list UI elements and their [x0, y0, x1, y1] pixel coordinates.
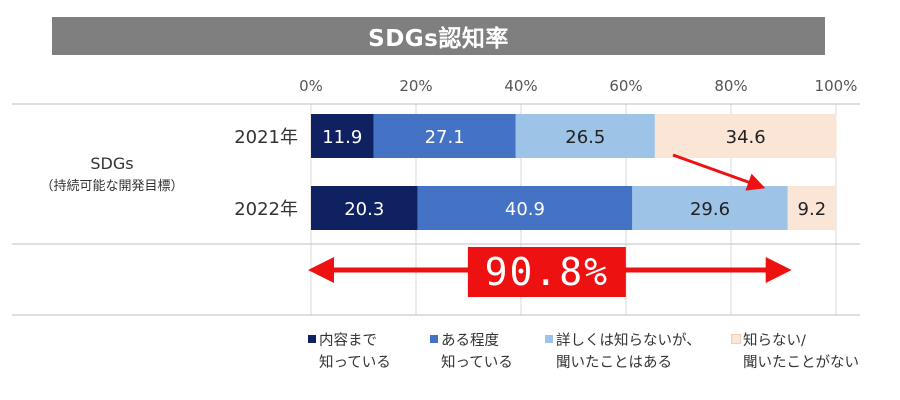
- legend-swatch: [308, 335, 316, 343]
- annotation-box: [467, 247, 626, 297]
- bar-segment: [654, 114, 837, 158]
- x-tick-label: 60%: [609, 77, 642, 95]
- range-arrow-right-head: [765, 257, 792, 283]
- legend-label: 詳しくは知らないが、 聞いたことはある: [556, 333, 701, 371]
- legend-item: ある程度 知っている: [430, 330, 513, 374]
- bar-segment: [373, 114, 516, 158]
- chart-title: SDGs認知率: [52, 17, 825, 55]
- x-tick-label: 100%: [815, 77, 858, 95]
- legend-swatch: [545, 335, 553, 343]
- data-label: 11.9: [322, 127, 362, 148]
- category-label: 2022年: [234, 199, 298, 220]
- legend-item: 内容まで 知っている: [308, 330, 391, 374]
- bar-segment: [632, 186, 788, 230]
- legend-label: 知らない/ 聞いたことがない: [743, 333, 859, 371]
- category-label: 2021年: [234, 127, 298, 148]
- data-label: 20.3: [344, 199, 384, 220]
- data-label: 34.6: [726, 127, 766, 148]
- data-label: 40.9: [505, 199, 545, 220]
- x-tick-label: 40%: [504, 77, 537, 95]
- legend: 内容まで 知っている ある程度 知っている 詳しくは知らないが、 聞いたことはある 知…: [308, 330, 898, 390]
- x-tick-label: 80%: [714, 77, 747, 95]
- bar-segment: [311, 186, 418, 230]
- bar-segment: [311, 114, 374, 158]
- legend-label: ある程度 知っている: [441, 333, 513, 371]
- data-label: 9.2: [798, 199, 827, 220]
- x-tick-label: 0%: [299, 77, 323, 95]
- annotation-value: 90.8%: [485, 250, 609, 294]
- group-label: SDGs: [90, 154, 133, 173]
- bar-segment: [417, 186, 633, 230]
- legend-swatch: [430, 335, 438, 343]
- legend-label: 内容まで 知っている: [319, 333, 391, 371]
- data-label: 27.1: [425, 127, 465, 148]
- data-label: 26.5: [565, 127, 605, 148]
- bar-segment: [787, 186, 836, 230]
- legend-swatch: [731, 334, 741, 344]
- legend-item: 詳しくは知らないが、 聞いたことはある: [545, 330, 701, 374]
- legend-item: 知らない/ 聞いたことがない: [731, 330, 859, 374]
- range-arrow-left-head: [308, 257, 334, 283]
- data-label: 29.6: [690, 199, 730, 220]
- group-sublabel: （持続可能な開発目標）: [40, 179, 183, 194]
- bar-segment: [515, 114, 655, 158]
- trend-arrow: [672, 153, 766, 191]
- x-tick-label: 20%: [399, 77, 432, 95]
